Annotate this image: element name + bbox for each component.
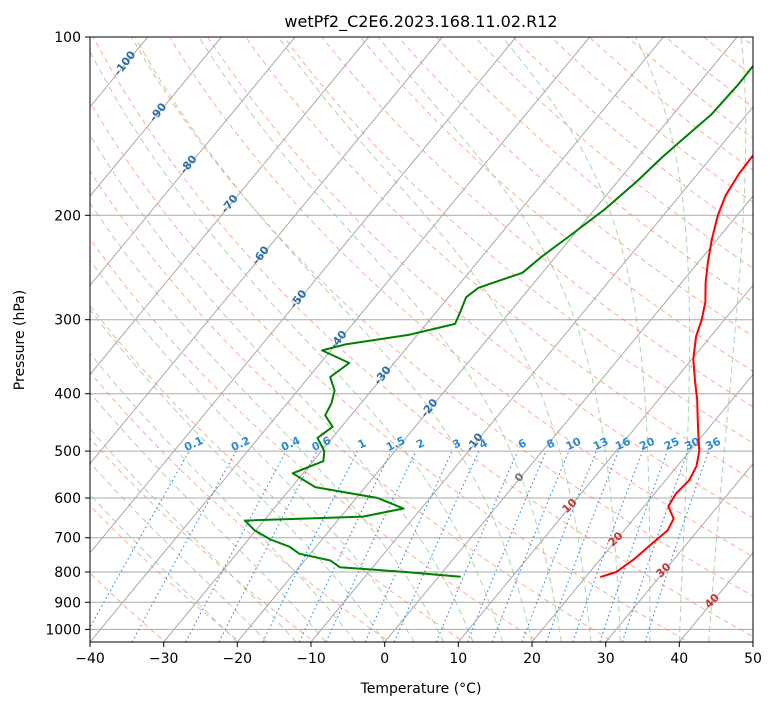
x-tick-label: −30 xyxy=(149,651,179,667)
y-tick-label: 500 xyxy=(54,444,81,460)
mixing-ratio-line xyxy=(522,451,596,642)
x-tick-label: 50 xyxy=(744,651,762,667)
mixing-ratio-label: 6 xyxy=(516,436,529,451)
y-tick-label: 200 xyxy=(54,208,81,224)
dry-adiabat xyxy=(124,24,775,645)
dry-adiabat xyxy=(538,24,775,645)
background-lines xyxy=(0,24,775,645)
dry-adiabat xyxy=(11,24,617,645)
mixing-ratio-line xyxy=(263,451,358,642)
isotherm-line xyxy=(0,37,369,642)
x-axis-title: Temperature (°C) xyxy=(360,681,482,697)
y-axis: 1000 900 800 700 600 500 400 300 200 100 xyxy=(45,30,90,638)
x-tick-label: 30 xyxy=(597,651,615,667)
isotherm-line xyxy=(16,37,516,642)
mixing-ratio-line xyxy=(132,451,236,642)
dry-adiabat xyxy=(0,24,243,645)
mixing-ratio-line xyxy=(468,451,547,642)
mixing-ratio-line xyxy=(645,451,708,642)
moist-adiabat xyxy=(709,37,746,642)
moist-adiabat xyxy=(0,37,267,642)
mixing-ratio-line xyxy=(546,451,618,642)
x-tick-label: −40 xyxy=(75,651,105,667)
y-tick-label: 800 xyxy=(54,565,81,581)
mixing-ratio-line xyxy=(436,451,517,642)
x-tick-label: −10 xyxy=(296,651,326,667)
x-axis: −40 −30 −20 −10 0 10 20 30 40 50 xyxy=(75,642,762,667)
dry-adiabat xyxy=(462,24,775,645)
dewpoint-profile-line xyxy=(245,37,770,577)
mixing-ratio-line xyxy=(492,451,569,642)
isotherm-line xyxy=(0,37,221,642)
y-tick-label: 400 xyxy=(54,387,81,403)
dry-adiabat xyxy=(500,24,775,645)
y-tick-label: 900 xyxy=(54,595,81,611)
moist-adiabat xyxy=(83,37,503,642)
moist-adiabat xyxy=(0,37,355,642)
mixing-ratio-line xyxy=(573,451,643,642)
isotherm-line xyxy=(237,37,737,642)
x-tick-label: 20 xyxy=(523,651,541,667)
y-tick-label: 100 xyxy=(54,30,81,46)
chart-title: wetPf2_C2E6.2023.168.11.02.R12 xyxy=(284,12,557,32)
x-tick-label: −20 xyxy=(223,651,253,667)
y-tick-label: 600 xyxy=(54,491,81,507)
x-tick-label: 40 xyxy=(670,651,688,667)
dry-adiabat xyxy=(613,24,775,645)
moist-adiabat xyxy=(0,37,414,642)
mixing-ratio-label: 1 xyxy=(356,436,368,451)
mixing-ratio-line xyxy=(622,451,687,642)
y-tick-label: 700 xyxy=(54,531,81,547)
mixing-ratio-line xyxy=(394,451,479,642)
mixing-ratio-line xyxy=(82,451,189,642)
dry-adiabat xyxy=(726,24,775,645)
mixing-ratio-label: 25 xyxy=(662,435,681,453)
y-tick-label: 1000 xyxy=(45,622,81,638)
dry-adiabat xyxy=(86,24,767,645)
dry-adiabat xyxy=(387,24,775,645)
dry-adiabat xyxy=(0,24,468,645)
mixing-ratio-line xyxy=(600,451,667,642)
y-axis-title: Pressure (hPa) xyxy=(12,290,28,390)
mixing-ratio-label: 8 xyxy=(545,436,557,451)
temperature-profile-line xyxy=(600,37,775,577)
dry-adiabat xyxy=(763,24,775,645)
x-tick-label: 0 xyxy=(380,651,389,667)
mixing-ratio-label: 10 xyxy=(564,435,584,453)
mixing-ratio-label: 36 xyxy=(703,435,723,453)
mixing-ratio-label: 20 xyxy=(637,435,657,453)
moist-adiabat xyxy=(378,37,620,642)
x-tick-label: 10 xyxy=(449,651,467,667)
mixing-ratio-label: 2 xyxy=(414,436,426,451)
moist-adiabat xyxy=(502,37,650,642)
dry-adiabat xyxy=(49,24,693,645)
isotherm-line xyxy=(679,37,775,642)
sounding-profiles xyxy=(245,37,775,577)
isotherm-line xyxy=(753,37,775,642)
moist-adiabat xyxy=(39,37,473,642)
mixing-ratio-line xyxy=(299,451,391,642)
isotherm-line xyxy=(164,37,664,642)
dry-adiabat xyxy=(688,24,775,645)
dry-adiabat xyxy=(199,24,775,645)
mixing-ratio-label: 13 xyxy=(591,435,610,453)
y-tick-label: 300 xyxy=(54,313,81,329)
